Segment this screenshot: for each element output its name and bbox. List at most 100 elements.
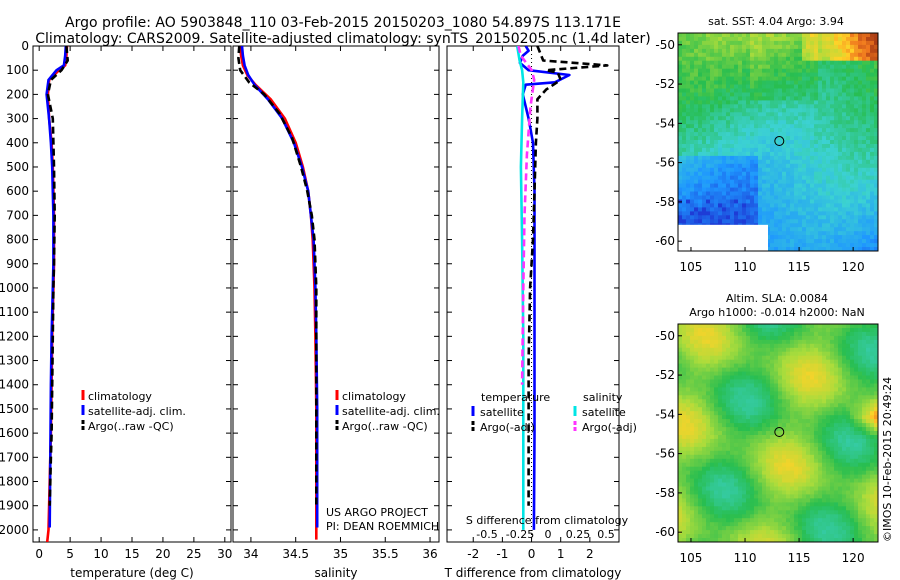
- heatmap-cell: [742, 80, 747, 85]
- heatmap-cell: [834, 347, 839, 353]
- heatmap-cell: [810, 195, 815, 200]
- heatmap-cell: [790, 64, 795, 70]
- heatmap-cell: [678, 167, 683, 173]
- heatmap-cell: [758, 128, 763, 133]
- heatmap-cell: [754, 64, 759, 70]
- heatmap-cell: [722, 33, 727, 38]
- heatmap-cell: [874, 167, 878, 173]
- heatmap-cell: [694, 379, 699, 384]
- heatmap-cell: [686, 191, 691, 196]
- heatmap-cell: [870, 151, 875, 157]
- heatmap-cell: [862, 379, 867, 384]
- heatmap-cell: [810, 147, 815, 153]
- heatmap-cell: [714, 203, 719, 208]
- heatmap-cell: [874, 367, 878, 372]
- heatmap-cell: [678, 415, 683, 420]
- heatmap-cell: [874, 454, 878, 460]
- heatmap-cell: [750, 112, 755, 117]
- heatmap-cell: [842, 167, 847, 173]
- heatmap-cell: [758, 84, 763, 89]
- legend-title-temperature: temperature: [481, 391, 550, 404]
- heatmap-cell: [802, 112, 807, 117]
- heatmap-cell: [854, 239, 859, 244]
- heatmap-cell: [762, 52, 767, 58]
- heatmap-cell: [734, 399, 739, 404]
- heatmap-cell: [766, 235, 771, 240]
- heatmap-cell: [794, 239, 799, 244]
- heatmap-cell: [738, 324, 743, 329]
- heatmap-cell: [698, 167, 703, 173]
- heatmap-cell: [758, 136, 763, 141]
- heatmap-cell: [822, 411, 827, 416]
- heatmap-cell: [726, 442, 731, 448]
- heatmap-cell: [782, 72, 787, 77]
- heatmap-cell: [822, 466, 827, 472]
- heatmap-cell: [734, 371, 739, 376]
- heatmap-cell: [682, 379, 687, 384]
- heatmap-cell: [766, 116, 771, 121]
- heatmap-cell: [750, 391, 755, 396]
- heatmap-cell: [834, 211, 839, 216]
- heatmap-cell: [866, 395, 871, 400]
- heatmap-cell: [734, 403, 739, 408]
- heatmap-cell: [706, 431, 711, 436]
- heatmap-cell: [834, 92, 839, 97]
- heatmap-cell: [754, 88, 759, 93]
- heatmap-cell: [814, 415, 819, 420]
- heatmap-cell: [726, 112, 731, 117]
- heatmap-cell: [810, 454, 815, 460]
- heatmap-cell: [874, 423, 878, 428]
- heatmap-cell: [770, 415, 775, 420]
- heatmap-cell: [718, 403, 723, 408]
- heatmap-cell: [714, 427, 719, 432]
- heatmap-cell: [742, 415, 747, 420]
- heatmap-cell: [758, 454, 763, 460]
- heatmap-cell: [710, 120, 715, 125]
- legend-label: Argo(..raw -QC): [342, 420, 428, 433]
- heatmap-cell: [706, 140, 711, 145]
- heatmap-cell: [874, 132, 878, 137]
- heatmap-cell: [802, 179, 807, 185]
- heatmap-cell: [750, 462, 755, 468]
- heatmap-cell: [706, 33, 711, 38]
- heatmap-cell: [742, 48, 747, 54]
- heatmap-cell: [846, 359, 851, 365]
- heatmap-cell: [850, 395, 855, 400]
- heatmap-cell: [834, 64, 839, 70]
- heatmap-cell: [734, 132, 739, 137]
- heatmap-cell: [782, 223, 787, 228]
- heatmap-cell: [802, 183, 807, 188]
- heatmap-cell: [770, 116, 775, 121]
- heatmap-cell: [750, 84, 755, 89]
- heatmap-cell: [722, 383, 727, 388]
- heatmap-cell: [770, 76, 775, 81]
- heatmap-cell: [874, 215, 878, 220]
- heatmap-cell: [730, 72, 735, 77]
- heatmap-cell: [762, 407, 767, 412]
- heatmap-cell: [698, 470, 703, 476]
- heatmap-cell: [790, 446, 795, 452]
- heatmap-cell: [866, 80, 871, 85]
- heatmap-cell: [806, 84, 811, 89]
- heatmap-cell: [678, 60, 683, 66]
- heatmap-cell: [678, 100, 683, 105]
- heatmap-cell: [714, 359, 719, 365]
- heatmap-cell: [774, 108, 779, 113]
- heatmap-cell: [826, 203, 831, 208]
- heatmap-cell: [870, 395, 875, 400]
- heatmap-cell: [722, 215, 727, 220]
- heatmap-cell: [818, 60, 823, 66]
- heatmap-cell: [766, 363, 771, 368]
- heatmap-cell: [862, 339, 867, 345]
- heatmap-cell: [734, 140, 739, 145]
- heatmap-cell: [806, 92, 811, 97]
- heatmap-cell: [842, 387, 847, 392]
- heatmap-cell: [806, 419, 811, 424]
- heatmap-cell: [742, 419, 747, 424]
- heatmap-cell: [730, 355, 735, 361]
- heatmap-cell: [830, 136, 835, 141]
- heatmap-cell: [770, 335, 775, 341]
- heatmap-cell: [750, 347, 755, 353]
- heatmap-cell: [718, 163, 723, 169]
- heatmap-cell: [870, 431, 875, 436]
